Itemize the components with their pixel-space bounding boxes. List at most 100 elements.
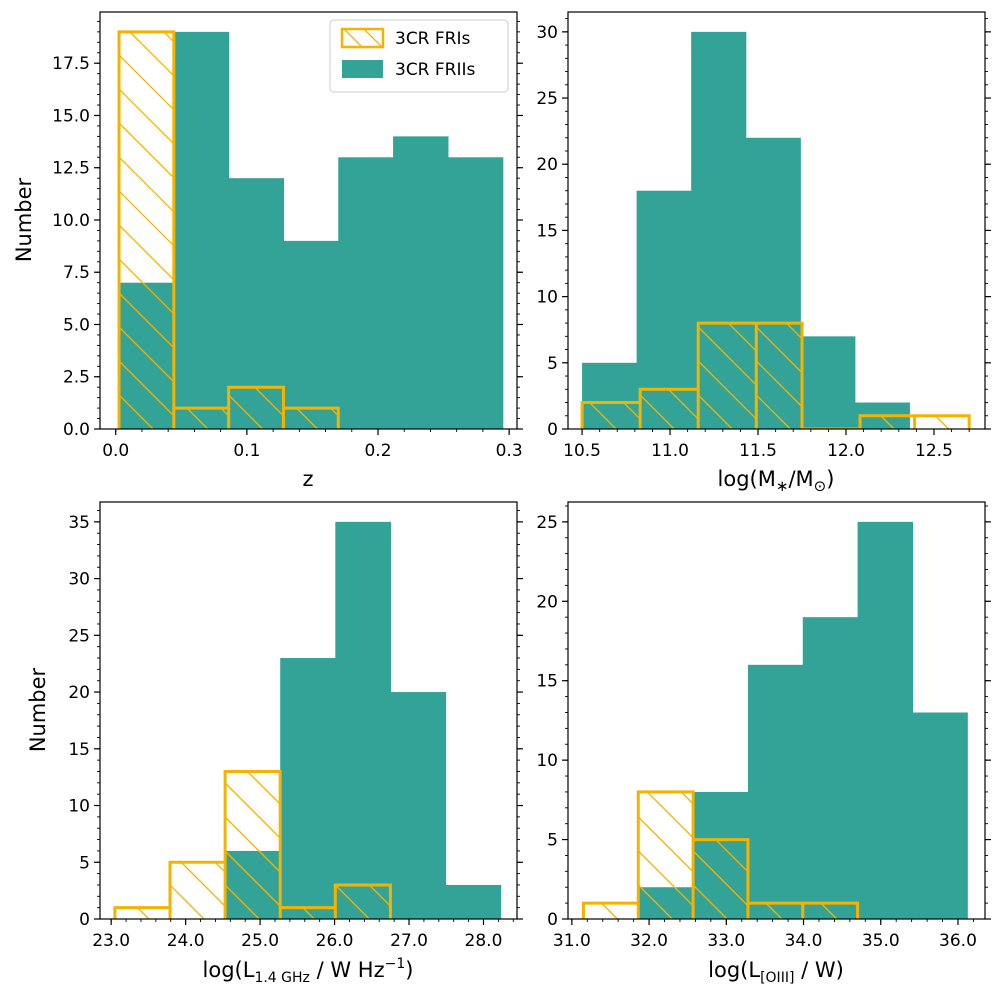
fri-hatch-line [640,394,675,429]
fri-hatch-line [119,360,174,417]
y-tick-label: 20 [536,155,558,175]
fri-hatch-line [119,190,174,247]
y-tick-label: 17.5 [52,54,90,74]
fri-hatch-line [186,408,209,429]
fri-hatch-line [820,903,838,919]
y-tick-label: 20 [536,592,558,612]
legend-hatch-line [363,29,383,47]
fri-hatch-line [727,323,757,352]
y-tick-label: 15 [68,740,90,760]
fri-hatch-line [119,88,174,145]
frii-bar [283,240,339,429]
fri-bar-hatch [302,907,315,919]
x-tick-label: 0.3 [496,441,523,461]
fri-hatch-line [756,360,803,408]
legend-fri-hatch [343,29,383,47]
fri-hatch-line [667,389,699,420]
fri-hatch-group [137,771,391,919]
fri-hatch-line [880,415,895,429]
fri-hatch-line [601,903,618,919]
frii-bar [912,712,968,919]
y-tick-label: 30 [536,23,558,43]
panel-2-xlabel: log(L1.4 GHz / W Hz−1) [203,956,414,986]
x-tick-label: 0.0 [102,441,129,461]
fri-bar-hatch [880,415,895,429]
fri-bar-hatch [934,415,950,429]
fri-hatch-line [163,31,174,43]
fri-hatch-line [169,884,205,919]
frii-bar [693,791,749,919]
legend: 3CR FRIs 3CR FRIIs [329,19,509,93]
frii-bar [228,178,285,429]
fri-bar-hatch [137,907,150,919]
frii-bar [636,190,692,429]
fri-outline [580,321,971,429]
fri-hatch-line [638,850,694,907]
fri-hatch-line [335,884,370,919]
y-tick-label: 10 [536,288,558,308]
fri-bar-hatch [119,31,174,429]
y-tick-label: 0 [79,910,90,930]
fri-hatch-line [698,360,757,420]
fri-hatch-line [119,258,174,315]
fri-bar-hatch [601,903,639,919]
frii-bar [119,282,175,429]
x-tick-label: 12.0 [827,441,865,461]
fri-hatch-line [646,791,694,839]
fri-bar-hatch [589,402,641,429]
plot-area [117,30,504,429]
x-tick-label: 28.0 [465,931,503,951]
x-tick-label: 11.5 [739,441,777,461]
x-tick-label: 32.0 [630,931,668,951]
plot-area [113,521,502,919]
x-tick-label: 11.0 [651,441,689,461]
fri-hatch-line [715,839,748,873]
y-tick-label: 5.0 [63,315,90,335]
panel-0-ylabel: Number [12,177,36,262]
frii-bar [445,884,502,919]
panel-0-xlabel: z [302,467,313,491]
y-tick-label: 5 [79,853,90,873]
fri-outline [581,790,860,919]
fri-hatch-line [296,408,318,429]
y-tick-label: 25 [536,89,558,109]
frii-bar [390,692,447,919]
fri-hatch-line [225,816,281,873]
fri-bar-hatch [640,389,699,429]
x-tick-label: 27.0 [390,931,428,951]
fri-hatch-line [693,884,728,919]
x-tick-label: 10.5 [563,441,601,461]
panel-radio-luminosity: 0 5 10 15 20 25 30 35 23.0 24.0 25.0 26.0 27.0 28.0 [68,501,523,951]
fri-hatch-line [214,862,226,873]
fri-hatch-line [119,156,174,213]
frii-bar [393,136,449,429]
y-tick-label: 5 [547,831,558,851]
x-tick-label: 31.0 [553,931,591,951]
frii-bar [747,664,804,919]
y-tick-label: 0 [547,910,558,930]
axes-frame [99,501,518,920]
frii-bar [638,887,694,919]
fri-hatch-line [119,326,174,383]
panel-2-ylabel: Number [26,667,50,752]
panel-1-xlabel: log(M∗/M⊙) [718,467,835,495]
fri-hatch-line [623,402,641,420]
frii-bar [447,157,504,429]
x-tick-label: 26.0 [316,931,354,951]
fri-hatch-line [225,782,281,839]
fri-bar-hatch [638,791,694,919]
x-tick-label: 12.5 [915,441,953,461]
frii-bar [280,658,336,919]
y-tick-label: 20 [68,683,90,703]
y-tick-label: 15 [536,672,558,692]
y-tick-label: 10 [68,797,90,817]
fri-hatch-line [589,402,617,429]
fri-hatch-group [119,31,339,429]
frii-bar [802,617,859,919]
fri-hatch-group [601,791,858,919]
axes-frame [567,501,986,920]
fri-hatch-line [225,850,281,907]
y-tick-label: 10 [536,751,558,771]
fri-hatch-line [368,884,391,907]
